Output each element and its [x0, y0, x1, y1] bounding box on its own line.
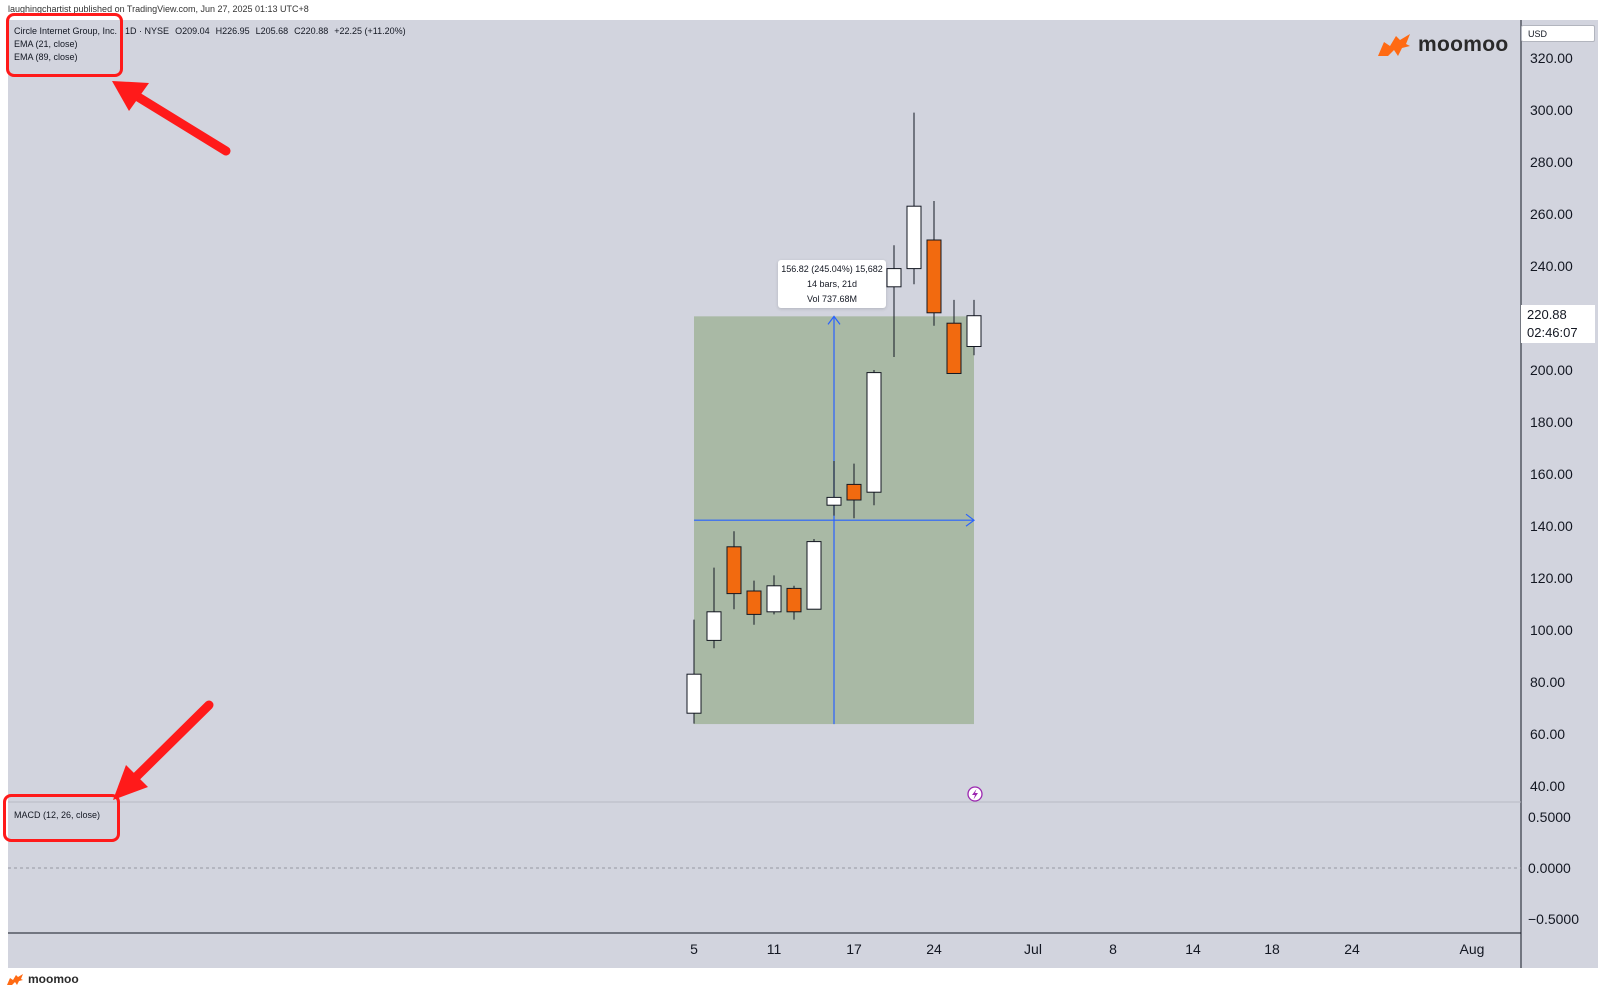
price-tick-label: 260.00	[1530, 206, 1573, 222]
candle	[786, 585, 802, 620]
price-tick-label: 140.00	[1530, 518, 1573, 534]
annotation-arrow-macd	[113, 700, 214, 800]
time-tick-label: 14	[1185, 941, 1201, 957]
candle-body	[766, 585, 782, 613]
candle	[726, 531, 742, 610]
annotation-box-legend	[6, 13, 123, 77]
low-value: L205.68	[255, 26, 289, 36]
price-tick-label: 120.00	[1530, 570, 1573, 586]
measure-volume: Vol 737.68M	[806, 294, 858, 304]
last-price-label: 220.88 02:46:07	[1521, 305, 1595, 343]
macd-tick-label: 0.0000	[1528, 860, 1571, 876]
measure-vertical-arrowhead	[827, 315, 841, 325]
time-tick-label: 24	[1344, 941, 1360, 957]
candle-body	[726, 546, 742, 595]
candle-body	[966, 315, 982, 347]
last-price-value: 220.88	[1527, 307, 1567, 322]
candle-body	[886, 268, 902, 288]
close-value: C220.88	[294, 26, 329, 36]
price-tick-label: 300.00	[1530, 102, 1573, 118]
candle	[906, 112, 922, 285]
candle-body	[686, 673, 702, 714]
macd-tick-label: 0.5000	[1528, 809, 1571, 825]
candle	[806, 539, 822, 610]
macd-legend[interactable]: MACD (12, 26, close)	[14, 810, 101, 820]
candle	[966, 299, 982, 356]
bull-logo-icon	[7, 973, 23, 985]
macd-tick-label: −0.5000	[1528, 911, 1579, 927]
price-tick-label: 40.00	[1530, 778, 1565, 794]
currency-selector[interactable]: USD	[1521, 25, 1595, 42]
candle	[886, 245, 902, 357]
candle	[866, 370, 882, 506]
brand-logo: moomoo	[1376, 30, 1508, 60]
time-tick-label: Jul	[1024, 941, 1042, 957]
candle-body	[926, 239, 942, 314]
ema21-legend[interactable]: EMA (21, close)	[14, 39, 78, 49]
price-tick-label: 240.00	[1530, 258, 1573, 274]
time-tick-label: 18	[1264, 941, 1280, 957]
price-tick-label: 320.00	[1530, 50, 1573, 66]
measure-bars: 14 bars, 21d	[806, 279, 858, 289]
candle-body	[906, 205, 922, 270]
symbol-legend[interactable]: Circle Internet Group, Inc. · 1D · NYSE O…	[14, 25, 412, 64]
candle-body	[746, 590, 762, 615]
brand-name: moomoo	[1418, 33, 1509, 56]
ema89-legend[interactable]: EMA (89, close)	[14, 52, 78, 62]
price-tick-label: 60.00	[1530, 726, 1565, 742]
candle	[766, 575, 782, 615]
time-tick-label: 8	[1109, 941, 1117, 957]
price-tick-label: 160.00	[1530, 466, 1573, 482]
candle	[706, 567, 722, 649]
candle	[846, 463, 862, 519]
measure-change: 156.82 (245.04%) 15,682	[781, 264, 883, 274]
time-tick-label: 11	[767, 941, 782, 957]
time-tick-label: 17	[846, 941, 862, 957]
candle	[686, 619, 702, 724]
price-range-measure[interactable]	[694, 315, 975, 725]
lightning-icon[interactable]	[967, 786, 983, 802]
candle-body	[826, 496, 842, 506]
measure-tooltip: 156.82 (245.04%) 15,682 14 bars, 21d Vol…	[778, 260, 886, 308]
candle-body	[866, 372, 882, 493]
change-value: +22.25 (+11.20%)	[334, 26, 406, 36]
open-value: O209.04	[175, 26, 210, 36]
candle-body	[706, 611, 722, 641]
candle	[946, 299, 962, 374]
candles-group	[686, 112, 982, 724]
annotation-box-macd	[3, 794, 120, 842]
candle-body	[946, 322, 962, 374]
footer-brand-logo: moomoo	[6, 970, 79, 988]
symbol-label: Circle Internet Group, Inc. · 1D · NYSE	[14, 26, 170, 36]
candle-body	[846, 483, 862, 501]
candle-body	[786, 587, 802, 613]
high-value: H226.95	[215, 26, 250, 36]
candle	[926, 201, 942, 326]
time-tick-label: Aug	[1460, 941, 1485, 957]
publish-attribution: laughingchartist published on TradingVie…	[8, 4, 309, 14]
price-tick-label: 80.00	[1530, 674, 1565, 690]
price-tick-label: 100.00	[1530, 622, 1573, 638]
candle	[746, 580, 762, 625]
annotation-arrow-legend	[112, 81, 231, 156]
footer-brand-name: moomoo	[28, 972, 79, 986]
axes-group: 320.00300.00280.00260.00240.00200.00180.…	[690, 50, 1579, 957]
ohlc-row: Circle Internet Group, Inc. · 1D · NYSE O…	[14, 25, 412, 38]
time-tick-label: 5	[690, 941, 698, 957]
price-tick-label: 180.00	[1530, 414, 1573, 430]
bull-logo-icon	[1378, 34, 1410, 56]
price-tick-label: 280.00	[1530, 154, 1573, 170]
bar-countdown: 02:46:07	[1527, 325, 1578, 340]
candle-body	[806, 541, 822, 610]
measure-horizontal-arrowhead	[965, 513, 975, 527]
candle	[826, 461, 842, 516]
time-tick-label: 24	[926, 941, 942, 957]
price-tick-label: 200.00	[1530, 362, 1573, 378]
